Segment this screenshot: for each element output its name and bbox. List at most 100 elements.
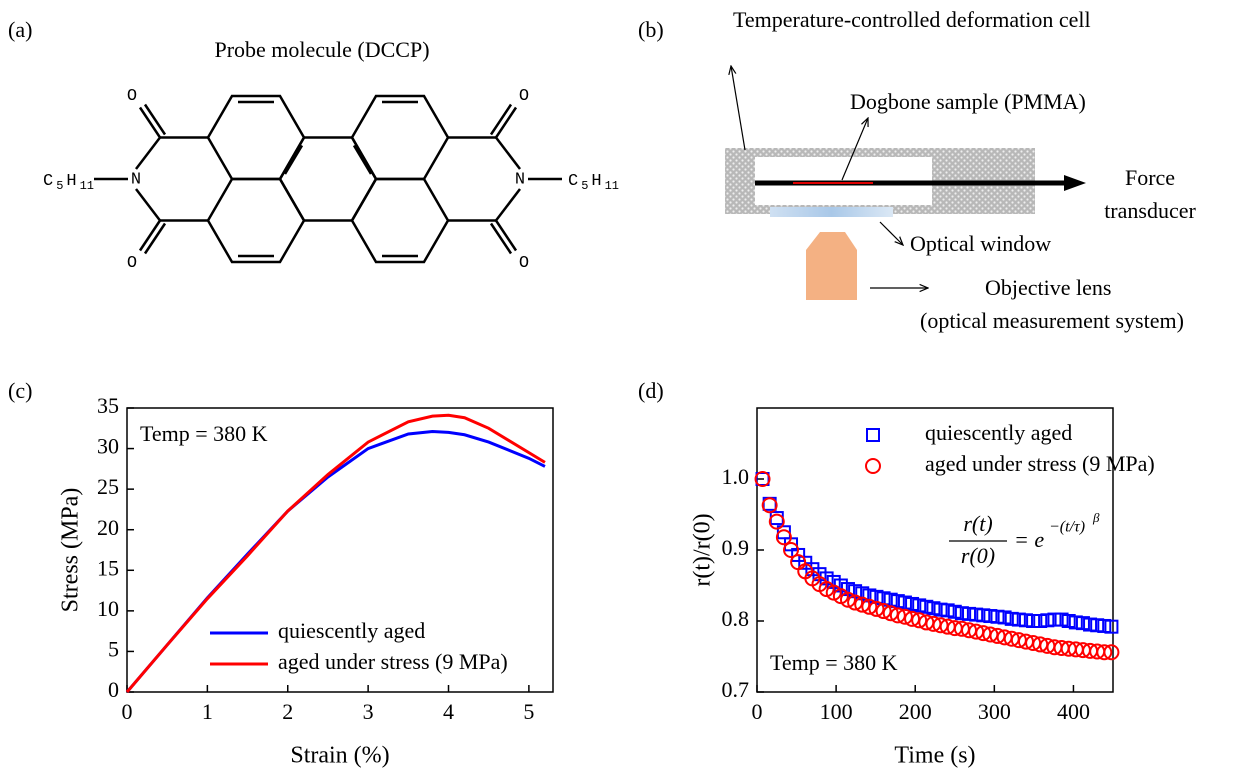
x-tick-label: 3 [363, 699, 374, 724]
substituent-part: C [568, 172, 578, 191]
panel-label: (a) [8, 17, 32, 42]
atom-label: O [127, 87, 137, 106]
point [1091, 619, 1103, 631]
substituent-part: 11 [605, 179, 619, 193]
label: (optical measurement system) [920, 308, 1184, 333]
arrow-head [1064, 175, 1086, 191]
atom-label: O [127, 254, 137, 273]
x-tick-label: 100 [820, 699, 853, 724]
x-tick-label: 0 [122, 699, 133, 724]
y-tick-label: 0.8 [722, 606, 750, 631]
formula: r(0) [961, 543, 995, 568]
x-tick-label: 5 [523, 699, 534, 724]
point [770, 515, 784, 529]
point [984, 610, 996, 622]
formula: r(t) [963, 511, 992, 536]
point [977, 609, 989, 621]
molecule [94, 96, 562, 262]
x-tick-label: 2 [282, 699, 293, 724]
point [777, 530, 791, 544]
label: Temperature-controlled deformation cell [733, 7, 1091, 32]
legend-label: aged under stress (9 MPa) [925, 451, 1155, 476]
y-tick-label: 30 [97, 434, 119, 459]
atom-label: O [519, 254, 529, 273]
legend-label: quiescently aged [925, 420, 1072, 445]
point [1048, 614, 1060, 626]
point [991, 611, 1003, 623]
x-tick-label: 1 [202, 699, 213, 724]
arrow [731, 66, 745, 150]
optical-window [770, 207, 893, 217]
substituent-part: 5 [56, 179, 63, 193]
setup-diagram: Temperature-controlled deformation cell … [725, 7, 1196, 333]
point [1034, 615, 1046, 627]
legend-swatch [866, 459, 880, 473]
label: Dogbone sample (PMMA) [850, 89, 1086, 114]
substituent-part: 11 [80, 179, 94, 193]
point [1013, 614, 1025, 626]
legend-label: aged under stress (9 MPa) [278, 649, 508, 674]
formula: = e [1014, 527, 1044, 552]
point [970, 609, 982, 621]
x-tick-label: 0 [752, 699, 763, 724]
bond [354, 146, 371, 175]
point [1098, 620, 1110, 632]
label: transducer [1104, 198, 1196, 223]
y-axis-label: Stress (MPa) [58, 488, 84, 613]
bond [136, 138, 160, 170]
ring [208, 179, 304, 262]
point [963, 608, 975, 620]
y-tick-label: 15 [97, 555, 119, 580]
substituent-part: 5 [581, 179, 588, 193]
y-tick-label: 0.9 [722, 535, 750, 560]
y-tick-label: 0 [108, 677, 119, 702]
x-axis-label: Time (s) [894, 743, 975, 769]
bond [285, 146, 302, 175]
point [1105, 621, 1117, 633]
legend-swatch [867, 429, 879, 441]
y-tick-label: 10 [97, 596, 119, 621]
point [791, 555, 805, 569]
panel-label: (d) [638, 378, 664, 403]
arrow [880, 222, 903, 245]
y-tick-label: 1.0 [722, 464, 750, 489]
annotation: Temp = 380 K [770, 650, 898, 675]
x-tick-label: 200 [899, 699, 932, 724]
objective [806, 232, 857, 300]
substituent-part: H [66, 172, 76, 191]
ring [352, 179, 448, 262]
substituent-part: H [591, 172, 601, 191]
substituent: C5H 11 [568, 172, 619, 193]
bond [496, 189, 520, 221]
annotation: Temp = 380 K [140, 421, 268, 446]
y-tick-label: 0.7 [722, 677, 750, 702]
point [1027, 615, 1039, 627]
y-tick-label: 25 [97, 474, 119, 499]
formula: β [1092, 510, 1100, 525]
point [1041, 614, 1053, 626]
bond [496, 138, 520, 170]
bond [136, 189, 160, 221]
figure: (a) (b) (c) (d) Probe molecule (DCCP) Te… [0, 0, 1242, 778]
formula: −(t/τ) [1049, 519, 1085, 536]
panel-label: (c) [8, 378, 32, 403]
y-axis-label: r(t)/r(0) [690, 513, 716, 586]
y-tick-label: 5 [108, 636, 119, 661]
x-tick-label: 300 [978, 699, 1011, 724]
atom-label: O [519, 87, 529, 106]
substituent-part: C [43, 172, 53, 191]
atom-label: N [515, 170, 525, 189]
label: Force [1125, 165, 1175, 190]
label: Optical window [910, 231, 1051, 256]
y-tick-label: 20 [97, 515, 119, 540]
y-tick-label: 35 [97, 393, 119, 418]
point [1020, 614, 1032, 626]
legend-label: quiescently aged [278, 618, 425, 643]
label: Objective lens [985, 275, 1111, 300]
panel-label: (b) [638, 17, 664, 42]
ring [280, 138, 376, 221]
molecule-title: Probe molecule (DCCP) [214, 37, 429, 62]
atom-label: N [131, 170, 141, 189]
x-tick-label: 400 [1057, 699, 1090, 724]
